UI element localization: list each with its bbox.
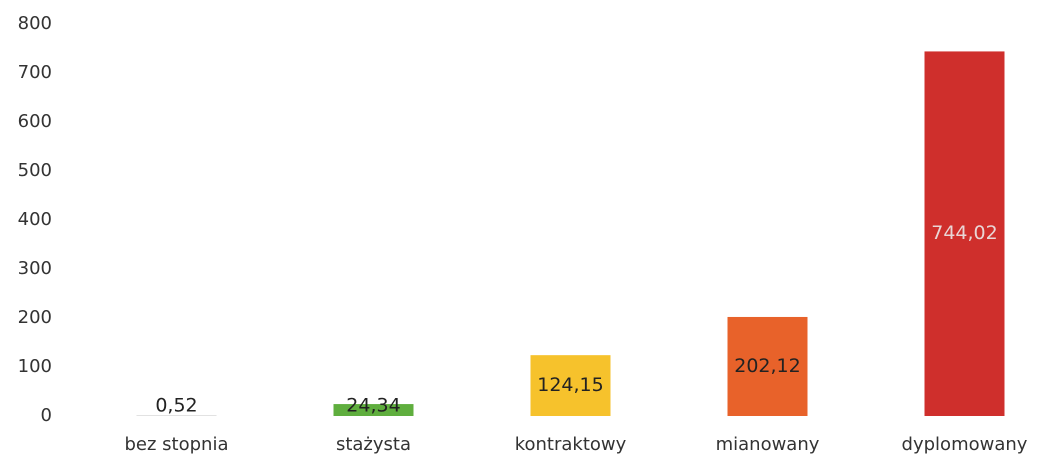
data-label: 0,52: [155, 395, 197, 417]
data-label: 202,12: [734, 355, 800, 377]
bar: [727, 316, 808, 416]
data-label: 24,34: [346, 395, 400, 417]
y-tick-label: 800: [18, 13, 52, 34]
y-tick-label: 0: [41, 405, 52, 426]
bar: [530, 355, 611, 416]
y-tick-label: 600: [18, 111, 52, 132]
y-tick-label: 400: [18, 209, 52, 230]
data-label: 744,02: [931, 222, 997, 244]
bar: [924, 51, 1005, 416]
x-tick-label: mianowany: [716, 434, 820, 455]
y-tick-label: 100: [18, 356, 52, 377]
data-label: 124,15: [537, 374, 603, 396]
bar: [333, 404, 414, 416]
y-tick-label: 200: [18, 307, 52, 328]
x-tick-label: bez stopnia: [125, 434, 229, 455]
x-tick-label: kontraktowy: [515, 434, 627, 455]
x-tick-label: dyplomowany: [902, 434, 1028, 455]
y-tick-label: 700: [18, 62, 52, 83]
y-tick-label: 500: [18, 160, 52, 181]
y-tick-label: 300: [18, 258, 52, 279]
x-tick-label: stażysta: [336, 434, 411, 455]
